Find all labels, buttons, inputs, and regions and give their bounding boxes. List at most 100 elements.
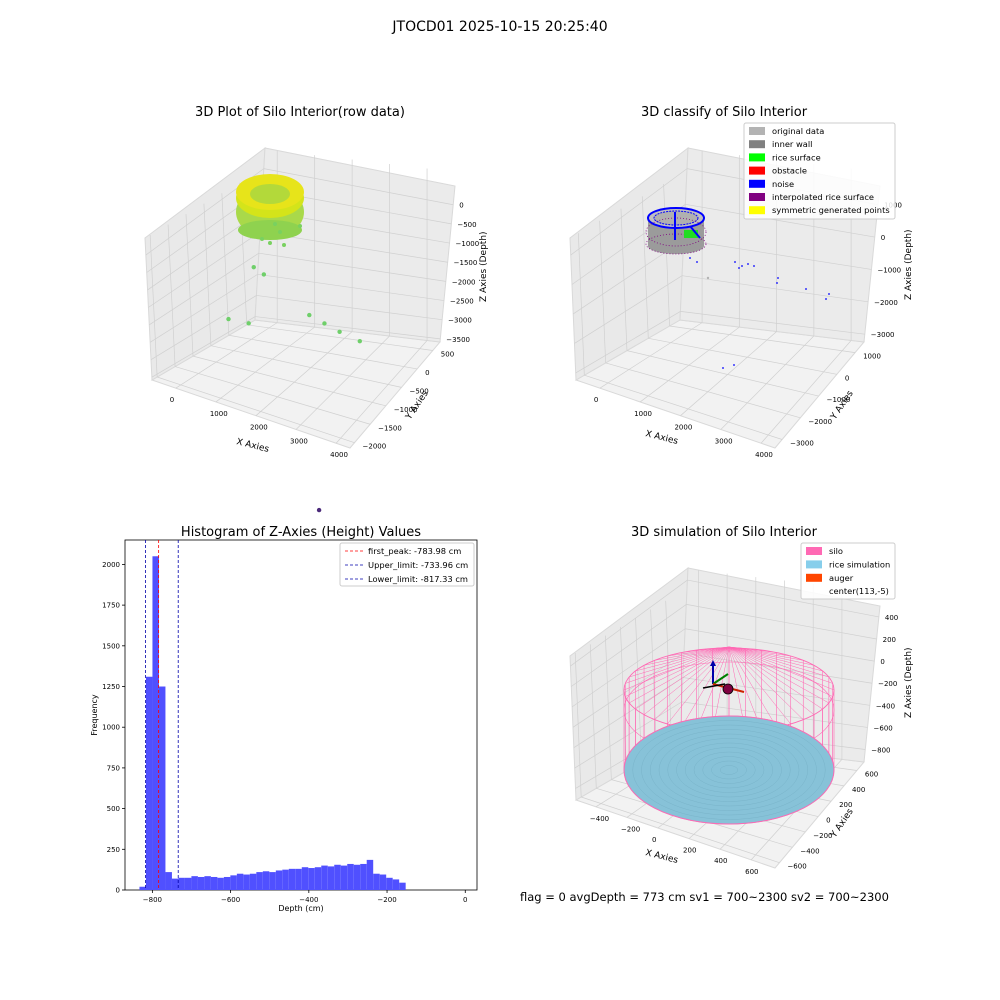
histogram-bar	[327, 866, 335, 890]
panel4-gridline-yv	[574, 652, 582, 798]
histogram-xtick-label: −800	[143, 896, 162, 904]
silo-roof-wire	[728, 646, 823, 710]
panel4-ytick-label: −400	[800, 847, 819, 855]
panel2-gridline-z	[680, 311, 865, 335]
panel1-gridline-y	[192, 355, 386, 407]
panel4-xtick-label: 600	[745, 868, 758, 876]
panel4-gridline-z2	[570, 579, 688, 667]
panel4-gridline-yv	[650, 609, 657, 754]
panel2-xtick-label: 3000	[715, 437, 733, 445]
histogram-bar	[145, 676, 153, 890]
panel2-ytick-label: 1000	[863, 353, 881, 361]
panel2-gridline-yv	[641, 196, 649, 339]
noise-point	[805, 288, 807, 290]
panel4-ytick-label: −200	[813, 832, 832, 840]
panel4-ztick-label: 0	[880, 658, 884, 666]
histogram-bar	[204, 876, 211, 890]
data-point	[261, 272, 267, 277]
data-point	[226, 316, 231, 322]
histogram-bar	[184, 877, 192, 890]
silo-roof-wire	[728, 646, 804, 661]
original-data-point	[706, 276, 710, 280]
panel4-ztick-label: −200	[878, 680, 897, 688]
panel-simulation: 3D simulation of Silo Interior −400 −200 0…	[569, 525, 914, 876]
panel2-gridline-yv	[577, 233, 585, 376]
panel2-gridline-yv	[599, 220, 606, 363]
panel4-ytick-label: 400	[852, 786, 865, 794]
panel4-xtick-label: 0	[652, 836, 656, 844]
histogram-ytick-label: 0	[116, 887, 120, 895]
panel3-ylabel: Frequency	[90, 694, 99, 736]
legend-label: rice surface	[772, 152, 821, 162]
panel1-gridline-z	[258, 252, 446, 282]
panel1-xtick-label: 1000	[210, 410, 228, 418]
panel1-gridline-z	[256, 295, 443, 321]
legend-label: original data	[772, 126, 824, 136]
panel2-ztick-label: −1000	[877, 266, 901, 274]
data-point	[260, 237, 264, 241]
panel4-ytick-label: 200	[839, 801, 852, 809]
histogram-ytick-label: 500	[107, 805, 120, 813]
rice-surface-mesh	[685, 747, 773, 793]
panel1-xlabel: X Axies	[235, 437, 270, 455]
panel1-xtick-label: 3000	[290, 437, 308, 445]
panel4-xlabel: X Axies	[644, 848, 679, 866]
noise-point	[696, 261, 698, 263]
panel1-ztick-label: 0	[459, 202, 463, 210]
panel-histogram: Histogram of Z-Axies (Height) Values −80…	[90, 525, 478, 913]
legend-label: Upper_limit: -733.96 cm	[368, 560, 468, 570]
histogram-bar	[379, 874, 387, 890]
legend-label: center(113,-5)	[829, 586, 889, 596]
histogram-bar	[392, 879, 400, 890]
silo-roof-wire	[643, 646, 730, 715]
legend-label: auger	[829, 573, 854, 583]
histogram-xticks: −800 −600 −400 −200 0	[143, 890, 468, 904]
panel1-ytick-label: −1000	[394, 406, 418, 414]
histogram-bar	[295, 868, 302, 890]
histogram-ytick-label: 1500	[102, 642, 120, 650]
panel4-gridline-yv	[605, 635, 612, 780]
panel1-ztick-label: −3500	[446, 336, 470, 344]
panel2-gridline-y	[648, 337, 837, 375]
noise-point	[776, 282, 778, 284]
histogram-bar	[373, 873, 380, 890]
panel4-gridline-yv	[589, 644, 597, 789]
legend-swatch	[806, 560, 822, 569]
legend-label: inner wall	[772, 139, 812, 149]
panel4-gridline-z	[685, 628, 875, 662]
histogram-ytick-label: 1750	[102, 602, 120, 610]
noise-point	[828, 293, 830, 295]
histogram-yticks: 0 250 500 750 1000 1250 1500 1750 2000	[102, 561, 125, 895]
histogram-legend: first_peak: -783.98 cm Upper_limit: -733.…	[339, 542, 475, 587]
histogram-bar	[178, 877, 185, 890]
rice-surface-mesh	[641, 724, 817, 816]
rice-surface-mesh	[693, 751, 765, 789]
noise-point	[747, 263, 749, 265]
panel2-xtick-label: 2000	[674, 424, 692, 432]
data-point	[322, 321, 327, 326]
legend-swatch	[749, 179, 765, 188]
panel-classify: 3D classify of Silo Interior 0 1000 2000 30…	[569, 105, 914, 459]
silo-roof-wire	[728, 646, 833, 684]
noise-point	[689, 257, 691, 259]
panel4-ztick-label: 400	[885, 614, 898, 622]
histogram-bar	[223, 876, 231, 890]
data-point	[246, 321, 251, 326]
histogram-bar	[353, 864, 361, 890]
panel1-gridline-z2	[148, 231, 261, 308]
rice-surface-mesh	[667, 738, 791, 802]
data-point	[268, 241, 272, 245]
panel3-xlabel: Depth (cm)	[278, 904, 323, 913]
panel4-gridline-z	[687, 579, 879, 618]
noise-point	[777, 277, 779, 279]
panel4-ticks: −400−20002004006006004002000−200−400−600…	[590, 614, 898, 876]
histogram-xtick-label: −600	[221, 896, 240, 904]
panel3-title: Histogram of Z-Axies (Height) Values	[181, 525, 421, 540]
silo-roof-wire	[728, 646, 814, 666]
data-point	[316, 507, 322, 513]
panel1-gridline-y	[174, 366, 371, 425]
panel1-ticks: 010002000300040005000−500−1000−1500−2000…	[170, 202, 479, 460]
histogram-axes-frame	[124, 539, 478, 891]
legend-label: obstacle	[772, 166, 807, 176]
noise-point	[741, 265, 743, 267]
